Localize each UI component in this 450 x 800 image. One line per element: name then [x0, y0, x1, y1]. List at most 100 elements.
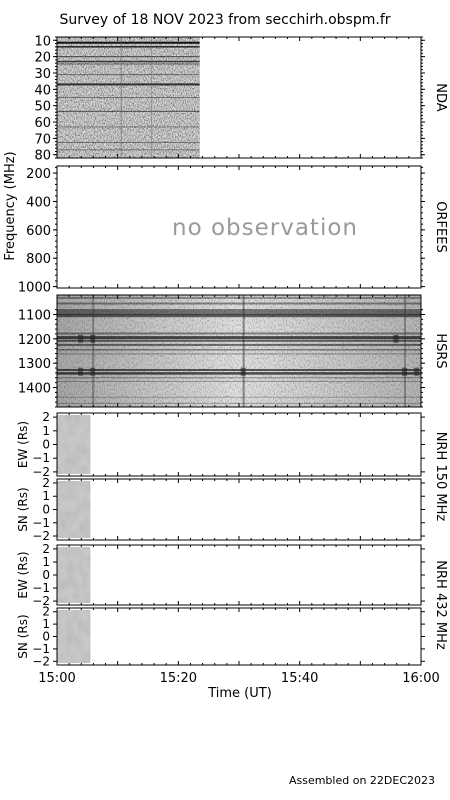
y-tick-label: 200: [26, 167, 51, 182]
hsrs-band: [57, 339, 421, 342]
y-tick-label: 50: [34, 100, 51, 115]
panel-frame: [56, 607, 422, 666]
hsrs-band: [57, 343, 421, 346]
no-observation-message: no observation: [172, 215, 358, 241]
time-axis: 15:00 15:20 15:40 16:00: [38, 671, 439, 686]
nda-interference-line: [57, 141, 200, 143]
y-tick-label: 1: [42, 424, 50, 438]
y-tick-label: 0: [42, 568, 50, 582]
position-axis-label: EW (Rs): [16, 421, 30, 468]
y-tick-label: −1: [32, 581, 50, 595]
chart-title: Survey of 18 NOV 2023 from secchirh.obsp…: [59, 12, 390, 28]
hsrs-band: [57, 309, 421, 316]
hsrs-burst-mark: [414, 367, 420, 376]
y-tick-label: 70: [34, 132, 51, 147]
y-tick-label: 0: [42, 503, 50, 517]
nda-interference-line: [57, 56, 200, 58]
panel-frame: [56, 544, 422, 606]
hsrs-band: [57, 372, 421, 375]
y-tick-label: 2: [42, 410, 50, 424]
y-tick-label: 1200: [18, 333, 51, 348]
y-tick-label: 1300: [18, 357, 51, 372]
y-tick-label: 2: [42, 542, 50, 556]
nda-vertical-streak: [120, 37, 122, 158]
y-tick-label: 10: [34, 34, 51, 49]
hsrs-burst-mark: [240, 367, 246, 376]
hsrs-band: [57, 353, 421, 355]
hsrs-band: [57, 377, 421, 379]
nrh-texture: [57, 415, 91, 474]
y-tick-label: 0: [42, 438, 50, 452]
y-tick-label: 40: [34, 83, 51, 98]
hsrs-noise: [57, 295, 421, 407]
y-tick-label: 1000: [18, 281, 51, 296]
x-tick-label: 15:00: [38, 671, 75, 686]
hsrs-band: [57, 332, 421, 335]
y-tick-label: 30: [34, 67, 51, 82]
assembled-date: Assembled on 22DEC2023: [289, 774, 435, 787]
hsrs-burst-mark: [78, 334, 84, 343]
instrument-label: NDA: [433, 83, 448, 112]
y-tick-label: −2: [32, 594, 50, 608]
y-tick-label: −1: [32, 642, 50, 656]
y-tick-label: −1: [32, 516, 50, 530]
y-tick-label: 400: [26, 195, 51, 210]
y-tick-label: −2: [32, 465, 50, 479]
nrh-texture: [57, 547, 91, 603]
nda-interference-line: [57, 46, 200, 48]
y-tick-label: 0: [42, 630, 50, 644]
y-tick-label: −2: [32, 529, 50, 543]
hsrs-vertical-streak: [92, 295, 95, 407]
y-tick-label: 1: [42, 489, 50, 503]
instrument-label: NRH 432 MHz: [433, 560, 448, 650]
hsrs-band: [57, 380, 421, 382]
y-tick-label: 800: [26, 252, 51, 267]
y-tick-label: 1: [42, 617, 50, 631]
y-tick-label: −1: [32, 451, 50, 465]
nda-interference-line: [57, 63, 200, 65]
nda-interference-line: [57, 97, 200, 98]
nda-interference-line: [57, 149, 200, 151]
hsrs-band: [57, 396, 421, 398]
nda-vertical-streak: [151, 37, 153, 158]
nda-interference-line: [57, 126, 200, 128]
hsrs-band: [57, 368, 421, 371]
nda-interference-line: [57, 74, 200, 76]
panel-frame: [56, 478, 422, 541]
x-tick-label: 16:00: [402, 671, 439, 686]
y-tick-label: 60: [34, 116, 51, 131]
position-axis-label: EW (Rs): [16, 551, 30, 598]
panel-nrh-432-mhz: 210−1−2EW (Rs): [16, 542, 425, 608]
y-tick-label: 600: [26, 224, 51, 239]
hsrs-vertical-streak: [404, 295, 407, 407]
instrument-label: ORFEES: [433, 201, 448, 252]
nda-interference-line: [57, 60, 200, 63]
hsrs-vertical-streak: [242, 295, 245, 407]
y-tick-label: −2: [32, 654, 50, 668]
panel-nrh-sub-4: 210−1−2SN (Rs): [16, 476, 425, 543]
y-tick-label: 1100: [18, 308, 51, 323]
nrh-texture: [57, 610, 91, 663]
y-tick-label: 80: [34, 149, 51, 164]
panel-frame: [56, 412, 422, 477]
hsrs-burst-mark: [90, 367, 96, 376]
hsrs-burst-mark: [78, 367, 84, 376]
y-tick-label: 20: [34, 51, 51, 66]
y-tick-label: 1: [42, 555, 50, 569]
position-axis-label: SN (Rs): [16, 614, 30, 658]
panel-orfees: no observation 200 400 600 800 1000: [18, 165, 425, 296]
x-tick-label: 15:40: [281, 671, 318, 686]
y-tick-label: 2: [42, 476, 50, 490]
time-axis-label: Time (UT): [207, 686, 272, 701]
y-tick-label: 2: [42, 605, 50, 619]
position-axis-label: SN (Rs): [16, 487, 30, 531]
y-tick-label: 1400: [18, 382, 51, 397]
instrument-label: HSRS: [433, 333, 448, 368]
hsrs-band: [57, 349, 421, 351]
instrument-label: NRH 150 MHz: [433, 432, 448, 522]
hsrs-band: [57, 314, 421, 318]
panel-nrh-150-mhz: 210−1−2EW (Rs): [16, 410, 425, 479]
